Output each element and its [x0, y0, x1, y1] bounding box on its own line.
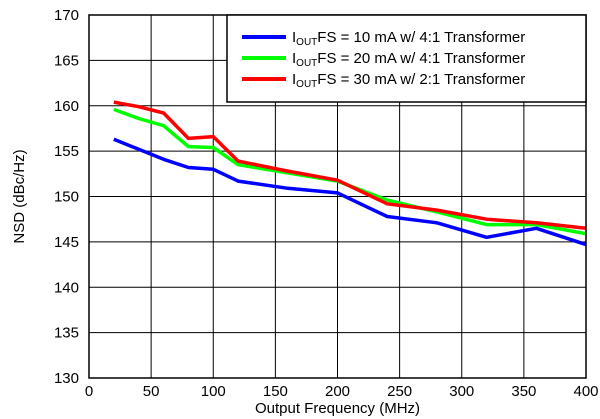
y-tick-label: 160 [54, 98, 79, 115]
x-tick-label: 0 [85, 383, 93, 400]
y-tick-label: 165 [54, 52, 79, 69]
x-tick-label: 350 [511, 383, 536, 400]
series-line-3 [113, 100, 587, 231]
x-tick-label: 100 [201, 383, 226, 400]
y-axis-label: NSD (dBc/Hz) [11, 149, 28, 243]
legend-entry-3: IOUTFS = 30 mA w/ 2:1 Transformer [292, 71, 525, 90]
y-tick-label: 130 [54, 370, 79, 387]
y-tick-label: 150 [54, 189, 79, 206]
legend-box [226, 14, 587, 103]
x-tick-label: 300 [449, 383, 474, 400]
y-tick-label: 135 [54, 325, 79, 342]
series-line-2 [113, 107, 587, 236]
x-tick-label: 150 [263, 383, 288, 400]
y-tick-label: 140 [54, 279, 79, 296]
x-axis-label: Output Frequency (MHz) [255, 400, 420, 417]
y-tick-label: 170 [54, 7, 79, 24]
series-lines [113, 100, 587, 247]
series-line-1 [113, 137, 587, 247]
tick-labels: 0 50 100 150 200 250 300 350 400 130 135 140 145 150 1… [54, 7, 599, 400]
y-tick-label: 155 [54, 143, 79, 160]
x-tick-label: 200 [325, 383, 350, 400]
legend-entry-1: IOUTFS = 10 mA w/ 4:1 Transformer [292, 29, 525, 48]
x-tick-label: 250 [387, 383, 412, 400]
x-tick-label: 400 [573, 383, 598, 400]
legend-entry-2: IOUTFS = 20 mA w/ 4:1 Transformer [292, 50, 525, 69]
y-tick-label: 145 [54, 234, 79, 251]
x-tick-label: 50 [143, 383, 160, 400]
legend: IOUTFS = 10 mA w/ 4:1 Transformer IOUTFS … [226, 14, 587, 103]
